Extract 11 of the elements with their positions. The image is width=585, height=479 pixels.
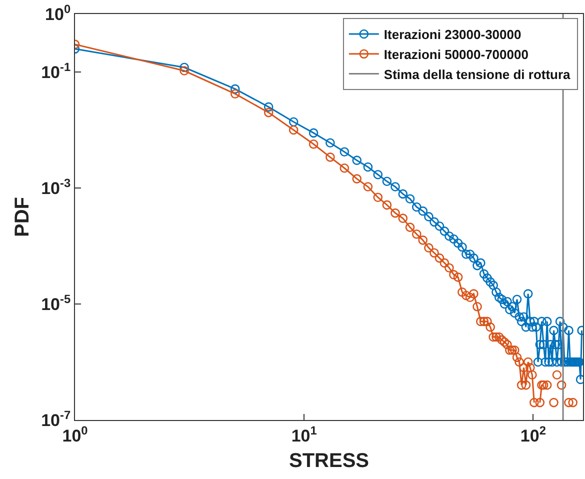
y-tick-label: 10$^{0}$: [45, 2, 71, 24]
legend-label: Iterazioni 23000-30000: [384, 27, 522, 42]
y-tick-label: 10$^{-5}$: [41, 292, 71, 314]
ref-line-label: Stima della tensione di rottura: [384, 66, 572, 82]
x-tick-label: 10$^{2}$: [520, 423, 546, 446]
x-tick-label: 10$^{1}$: [291, 423, 318, 446]
x-axis-title: STRESS: [288, 450, 370, 472]
legend-label: Iterazioni 50000-700000: [384, 46, 528, 62]
y-tick-label: 10$^{-3}$: [41, 176, 71, 198]
y-tick-label: 10$^{-1}$: [41, 60, 71, 82]
y-axis-title: PDF: [12, 197, 34, 237]
